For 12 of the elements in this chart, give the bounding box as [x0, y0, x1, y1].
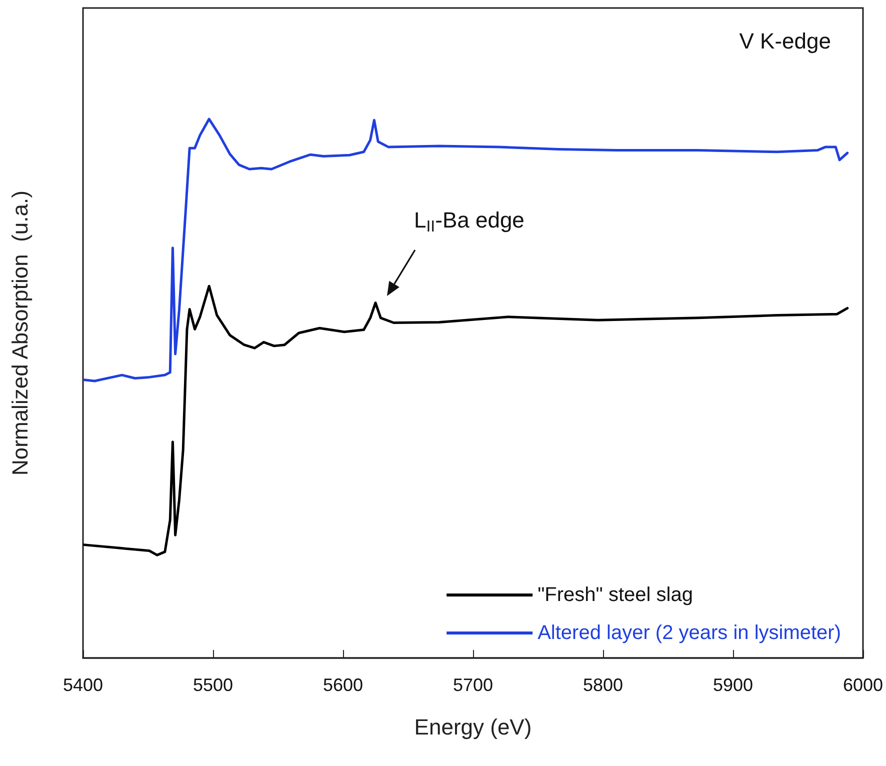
- x-tick-label: 5700: [452, 675, 494, 695]
- x-tick-label: 5400: [62, 675, 104, 695]
- x-tick-label: 5600: [322, 675, 364, 695]
- legend-label: Altered layer (2 years in lysimeter): [538, 622, 842, 644]
- x-tick-label: 5500: [192, 675, 234, 695]
- y-axis-title: Normalized Absorption (u.a.): [8, 190, 32, 476]
- x-tick-label: 5900: [712, 675, 754, 695]
- text: V K-edge: [739, 28, 832, 54]
- x-axis-title: Energy (eV): [414, 714, 532, 740]
- x-tick-label: 5800: [582, 675, 624, 695]
- legend-label: "Fresh" steel slag: [538, 584, 693, 606]
- x-tick-label: 6000: [842, 675, 883, 695]
